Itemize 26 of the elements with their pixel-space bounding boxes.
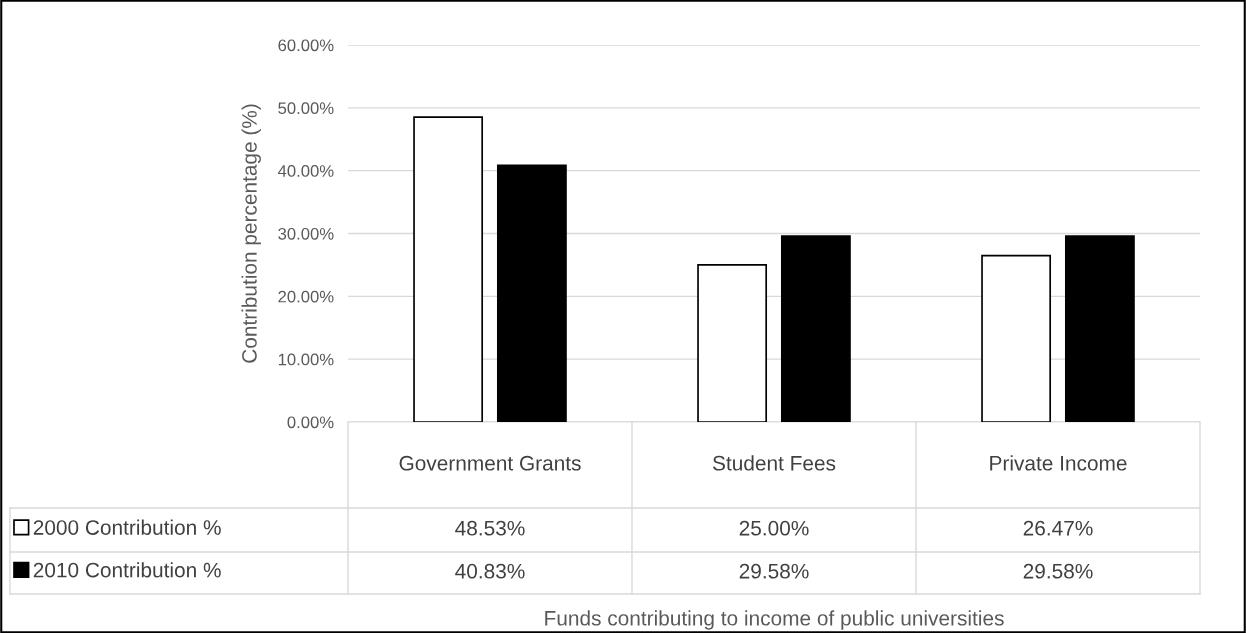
y-tick-label: 30.00% (278, 227, 334, 240)
legend-label: 2000 Contribution % (33, 519, 221, 535)
y-tick-label: 60.00% (278, 39, 334, 52)
y-tick-label: 40.00% (277, 165, 334, 177)
data-label: 29.58% (1023, 563, 1093, 579)
x-tick-label: Government Grants (399, 455, 581, 471)
x-tick-label: Student Fees (712, 455, 836, 471)
bar (981, 254, 1052, 422)
text: Funds contributing to income of public universities (545, 610, 1004, 630)
data-label: 25.00% (739, 520, 809, 536)
bar (780, 235, 851, 422)
x-tick-label: Private Income (990, 455, 1127, 471)
y-axis-title: Contribution percentage (%) (241, 104, 261, 363)
y-tick-label: 0.00% (287, 416, 334, 429)
bar (413, 116, 484, 422)
data-label: 40.83% (455, 563, 525, 579)
y-tick-label: 50.00% (278, 102, 334, 115)
data-label: 48.53% (455, 520, 525, 536)
legend-label: 2010 Contribution % (33, 562, 221, 578)
bar (496, 164, 567, 422)
data-label: 26.47% (1023, 520, 1093, 536)
y-tick-label: 10.00% (278, 353, 334, 366)
bar (697, 264, 768, 422)
y-tick-label: 20.00% (278, 290, 334, 303)
bar (1064, 235, 1135, 422)
data-label: 29.58% (739, 563, 809, 579)
